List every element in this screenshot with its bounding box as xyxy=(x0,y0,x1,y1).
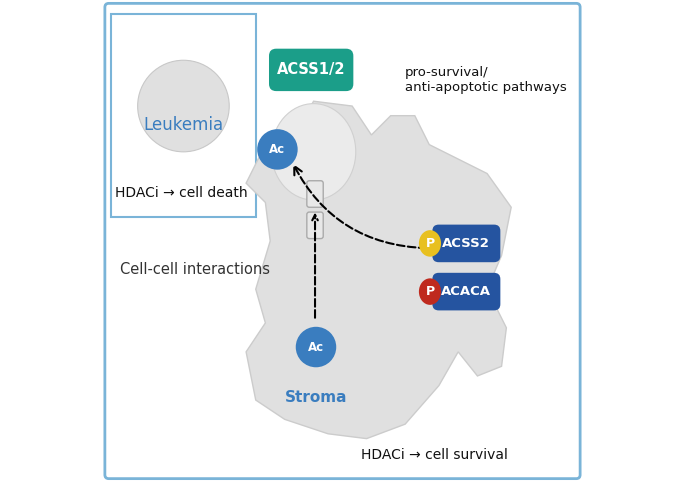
Ellipse shape xyxy=(419,278,441,305)
Ellipse shape xyxy=(257,129,298,170)
FancyBboxPatch shape xyxy=(105,3,580,479)
Text: pro-survival/
anti-apoptotic pathways: pro-survival/ anti-apoptotic pathways xyxy=(405,66,567,94)
Text: Stroma: Stroma xyxy=(285,390,347,405)
FancyBboxPatch shape xyxy=(307,181,323,207)
Text: Leukemia: Leukemia xyxy=(143,116,223,134)
Text: Cell-cell interactions: Cell-cell interactions xyxy=(121,262,271,278)
FancyBboxPatch shape xyxy=(432,273,500,310)
Ellipse shape xyxy=(271,104,356,200)
Text: ACSS2: ACSS2 xyxy=(443,237,490,250)
FancyBboxPatch shape xyxy=(307,212,323,239)
Text: P: P xyxy=(425,285,434,298)
Ellipse shape xyxy=(138,60,229,152)
FancyBboxPatch shape xyxy=(111,14,256,217)
Text: Ac: Ac xyxy=(269,143,286,156)
Text: Ac: Ac xyxy=(308,341,324,353)
Polygon shape xyxy=(246,101,511,439)
Ellipse shape xyxy=(419,230,441,256)
FancyArrowPatch shape xyxy=(295,166,427,248)
Text: P: P xyxy=(425,237,434,250)
Ellipse shape xyxy=(296,327,336,367)
Text: ACSS1/2: ACSS1/2 xyxy=(277,62,345,78)
FancyBboxPatch shape xyxy=(269,49,353,91)
Text: HDACi → cell death: HDACi → cell death xyxy=(114,186,247,200)
FancyBboxPatch shape xyxy=(432,225,500,262)
Text: HDACi → cell survival: HDACi → cell survival xyxy=(360,448,508,463)
Text: ACACA: ACACA xyxy=(441,285,491,298)
